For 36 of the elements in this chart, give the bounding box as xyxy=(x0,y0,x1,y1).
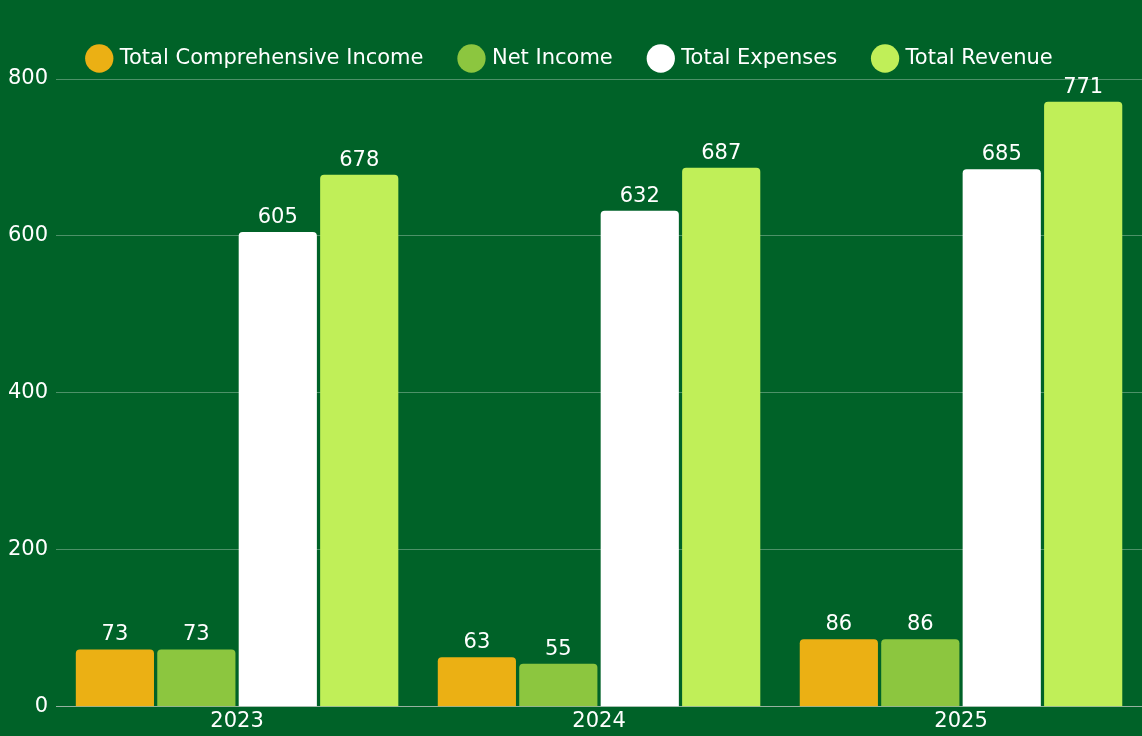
bar xyxy=(881,639,960,707)
bar xyxy=(682,167,761,707)
bar xyxy=(157,649,236,707)
data-label: 687 xyxy=(701,139,742,164)
bar xyxy=(519,663,598,707)
bar xyxy=(320,174,399,707)
x-tick-label: 2023 xyxy=(210,707,264,732)
bar xyxy=(75,649,154,707)
data-label: 73 xyxy=(101,621,129,646)
y-tick-label: 600 xyxy=(7,222,49,247)
y-tick-label: 800 xyxy=(7,65,49,90)
y-tick-label: 0 xyxy=(34,693,49,718)
bar xyxy=(600,210,679,707)
y-tick-label: 200 xyxy=(7,536,49,561)
y-tick-label: 400 xyxy=(7,379,49,404)
legend-label: Net Income xyxy=(491,44,613,69)
data-label: 73 xyxy=(182,621,210,646)
data-label: 685 xyxy=(981,141,1022,166)
data-label: 605 xyxy=(257,203,298,228)
bar xyxy=(799,639,878,707)
data-label: 63 xyxy=(463,629,491,654)
bar xyxy=(962,169,1041,707)
data-label: 632 xyxy=(619,182,660,207)
data-label: 86 xyxy=(825,611,853,636)
data-label: 86 xyxy=(906,611,934,636)
bar xyxy=(437,657,516,707)
x-tick-label: 2024 xyxy=(572,707,626,732)
data-label: 678 xyxy=(339,146,380,171)
data-label: 55 xyxy=(544,635,572,660)
data-label: 771 xyxy=(1063,73,1104,98)
bar xyxy=(1044,101,1123,707)
legend-label: Total Comprehensive Income xyxy=(118,44,424,69)
bar xyxy=(238,232,317,707)
legend-label: Total Expenses xyxy=(680,44,838,69)
x-tick-label: 2025 xyxy=(934,707,988,732)
legend-label: Total Revenue xyxy=(904,44,1053,69)
